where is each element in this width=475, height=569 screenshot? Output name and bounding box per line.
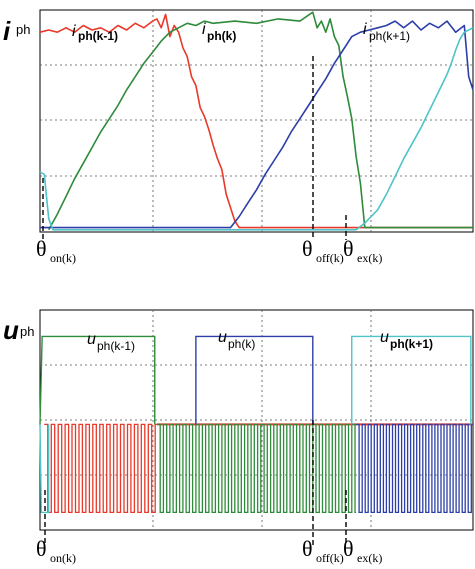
voltage-series-previous-line-start [39, 424, 50, 514]
series-label-uph-kp1: u ph(k+1) [380, 329, 433, 351]
theta-on-label-bottom: θ on(k) [36, 536, 76, 565]
series-label-iph-kp1: i ph(k+1) [363, 21, 410, 43]
current-plot-lines [39, 11, 474, 231]
voltage-plot-markers [44, 420, 347, 545]
voltage-series-k-minus-1-line-pwm [44, 423, 157, 514]
series-label-uph-k: u ph(k) [218, 329, 255, 351]
voltage-ylabel-main: u [3, 315, 19, 345]
voltage-plot-lines [39, 335, 473, 514]
current-ylabel-main: i [3, 16, 11, 46]
series-label-iph-k: i ph(k) [202, 21, 236, 43]
current-series-previous-line [39, 27, 474, 231]
theta-ex-label-bottom: θ ex(k) [343, 536, 382, 565]
voltage-series-k-plus-1-line-plateau [195, 335, 314, 425]
voltage-plot: u ph u ph(k-1) u ph(k) u ph(k+1) θ on(k)… [3, 309, 474, 565]
current-plot-grid [40, 10, 473, 232]
voltage-series-k-line-pwm [156, 423, 357, 514]
voltage-series-previous-line-plateau [351, 335, 472, 425]
theta-on-label-top: θ on(k) [36, 236, 76, 265]
voltage-plot-grid [40, 310, 473, 530]
series-label-iph-km1: i ph(k-1) [72, 23, 118, 43]
theta-off-label-top: θ off(k) [302, 236, 344, 265]
current-plot: i ph i ph(k-1) i ph(k) i ph(k+1) θ on(k)… [3, 9, 474, 265]
voltage-series-k-plus-1-line-pwm [356, 423, 473, 514]
voltage-ylabel-sub: ph [20, 324, 34, 339]
theta-off-label-bottom: θ off(k) [302, 536, 344, 565]
current-plot-frame [39, 9, 474, 233]
current-ylabel: i ph [3, 16, 30, 46]
current-plot-markers [42, 56, 347, 240]
voltage-ylabel: u ph [3, 315, 34, 345]
current-series-k-line [47, 11, 473, 231]
current-series-k-plus-1-line [40, 20, 474, 229]
series-label-uph-km1: u ph(k-1) [87, 331, 135, 353]
current-series-k-minus-1-line [39, 13, 473, 229]
current-ylabel-sub: ph [16, 22, 30, 37]
theta-ex-label-top: θ ex(k) [343, 236, 382, 265]
voltage-series-k-line-plateau [39, 335, 156, 425]
